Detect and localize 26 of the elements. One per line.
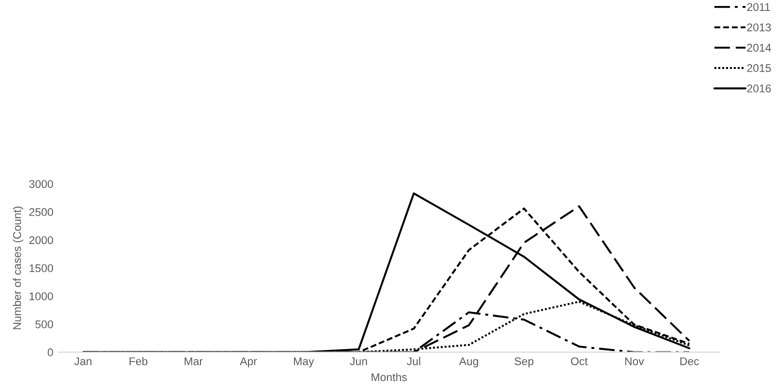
x-tick-label: Nov [625,357,644,366]
x-tick-label: Mar [184,357,203,366]
x-axis-title: Months [372,372,407,382]
x-tick-label: Apr [240,357,257,368]
y-tick-label: 500 [35,320,54,328]
legend-label: 2015 [747,64,771,72]
legend-label: 2016 [747,84,771,92]
x-tick-label: Sep [514,357,534,368]
x-tick-label: Jan [74,357,92,366]
legend-label: 2013 [747,23,771,32]
y-tick-label: 1500 [30,264,54,272]
y-tick-label: 2500 [29,208,54,216]
x-tick-label: Jun [350,357,367,366]
y-tick-label: 0 [48,348,54,356]
legend-label: 2011 [747,3,770,11]
y-axis-title: Number of cases (Count) [12,206,24,330]
x-tick-label: Aug [459,357,478,368]
y-tick-label: 2000 [29,236,54,244]
x-tick-label: Oct [571,357,588,366]
x-tick-label: May [294,357,314,368]
y-tick-label: 3000 [29,180,54,188]
x-tick-label: Feb [130,357,148,366]
legend-label: 2014 [747,44,772,52]
x-tick-label: Jul [406,357,420,366]
y-tick-label: 1000 [30,292,54,300]
x-tick-label: Dec [680,357,699,366]
